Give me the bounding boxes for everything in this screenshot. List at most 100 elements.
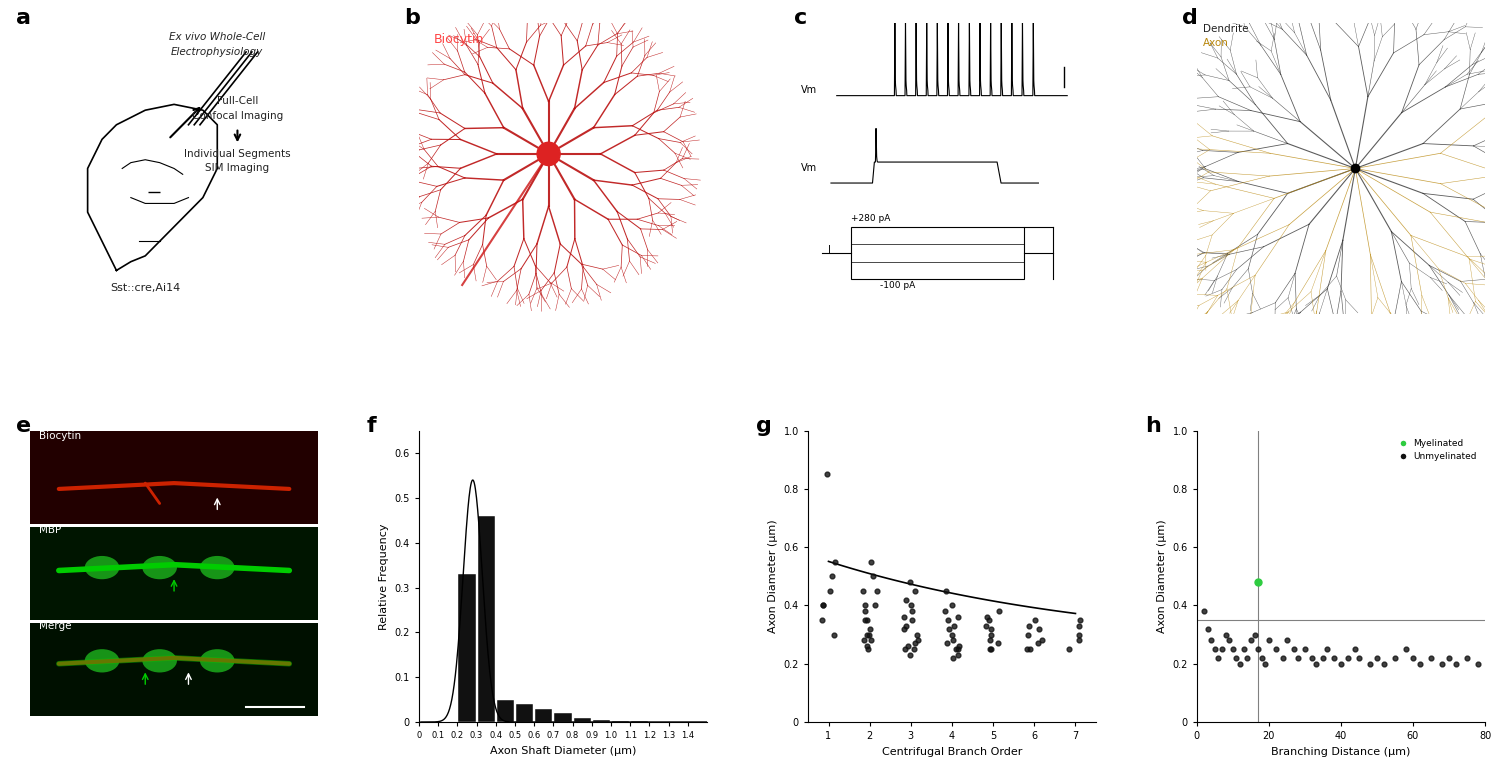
Point	[1214, 629, 1237, 641]
Point	[853, 605, 877, 617]
Point	[1218, 635, 1242, 647]
Point	[1068, 635, 1092, 647]
Point	[1401, 652, 1425, 664]
Text: I: I	[828, 245, 831, 255]
Point	[1066, 629, 1090, 641]
Point	[1329, 657, 1353, 670]
Point	[1196, 622, 1219, 635]
X-axis label: Centrifugal Branch Order: Centrifugal Branch Order	[882, 746, 1022, 757]
Bar	[516, 704, 532, 722]
Y-axis label: Relative Frequency: Relative Frequency	[380, 523, 388, 629]
Point	[940, 600, 964, 612]
Point	[1466, 657, 1490, 670]
Point	[1023, 614, 1047, 626]
Text: a: a	[15, 8, 30, 28]
Point	[1383, 652, 1407, 664]
Point	[978, 643, 1002, 655]
Point	[976, 614, 1000, 626]
Point	[864, 585, 888, 597]
Text: Axon: Axon	[1203, 38, 1228, 48]
Text: Electrophysiology: Electrophysiology	[171, 47, 264, 57]
Point	[1254, 657, 1278, 670]
Legend: Myelinated, Unmyelinated: Myelinated, Unmyelinated	[1395, 435, 1480, 465]
Point	[1017, 619, 1041, 632]
Bar	[459, 574, 476, 722]
Text: Biocytin: Biocytin	[39, 432, 81, 442]
Bar	[632, 721, 648, 722]
Point	[810, 614, 834, 626]
Point	[859, 556, 883, 568]
X-axis label: Branching Distance (μm): Branching Distance (μm)	[1272, 746, 1410, 757]
Circle shape	[537, 142, 560, 166]
Point	[1455, 652, 1479, 664]
Point	[1358, 657, 1382, 670]
Point	[1250, 652, 1274, 664]
Text: c: c	[794, 8, 807, 28]
Point	[855, 640, 879, 652]
Point	[1304, 657, 1328, 670]
Text: Full-Cell: Full-Cell	[217, 97, 258, 106]
Text: b: b	[405, 8, 420, 28]
Text: Merge: Merge	[39, 621, 70, 631]
Point	[850, 585, 874, 597]
Point	[855, 614, 879, 626]
Point	[858, 622, 882, 635]
Point	[1408, 657, 1432, 670]
Point	[818, 585, 842, 597]
Point	[812, 600, 836, 612]
Point	[1275, 635, 1299, 647]
Point	[1246, 643, 1270, 655]
Point	[975, 619, 999, 632]
Point	[812, 600, 836, 612]
Point	[936, 637, 960, 649]
Point	[898, 649, 922, 661]
Y-axis label: Axon Diameter (μm): Axon Diameter (μm)	[768, 520, 778, 633]
Text: SIM Imaging: SIM Imaging	[206, 163, 270, 173]
Point	[1336, 652, 1360, 664]
Point	[1344, 643, 1368, 655]
Point	[1066, 619, 1090, 632]
Point	[975, 611, 999, 623]
Y-axis label: Axon Diameter (μm): Axon Diameter (μm)	[1156, 520, 1167, 633]
Text: g: g	[756, 416, 772, 436]
Point	[894, 619, 918, 632]
Point	[1192, 605, 1216, 617]
Text: Sst::cre,Ai14: Sst::cre,Ai14	[110, 283, 180, 293]
Text: -100 pA: -100 pA	[880, 281, 915, 290]
Ellipse shape	[142, 556, 177, 579]
Text: Vm: Vm	[801, 163, 816, 173]
Point	[852, 635, 876, 647]
Point	[862, 600, 886, 612]
Point	[903, 585, 927, 597]
Point	[987, 605, 1011, 617]
Point	[906, 635, 930, 647]
Point	[1068, 614, 1092, 626]
Text: Confocal Imaging: Confocal Imaging	[192, 111, 284, 121]
Point	[853, 614, 877, 626]
Point	[1224, 652, 1248, 664]
Point	[1282, 643, 1306, 655]
Point	[980, 643, 1004, 655]
Point	[946, 643, 970, 655]
Point	[855, 643, 879, 655]
Point	[1300, 652, 1324, 664]
Point	[1272, 652, 1296, 664]
Point	[1236, 652, 1260, 664]
Point	[1286, 652, 1310, 664]
Text: Ex vivo Whole-Cell: Ex vivo Whole-Cell	[170, 32, 266, 43]
Bar	[30, 431, 318, 524]
Text: +280 pA: +280 pA	[850, 214, 891, 223]
Point	[1228, 657, 1252, 670]
Point	[894, 594, 918, 606]
Point	[856, 629, 880, 641]
Point	[1365, 652, 1389, 664]
Point	[900, 614, 924, 626]
Point	[978, 635, 1002, 647]
Point	[1016, 643, 1040, 655]
Point	[1293, 643, 1317, 655]
Bar	[536, 708, 552, 722]
Point	[1311, 652, 1335, 664]
Point	[1019, 643, 1042, 655]
Point	[944, 643, 968, 655]
Point	[940, 635, 964, 647]
